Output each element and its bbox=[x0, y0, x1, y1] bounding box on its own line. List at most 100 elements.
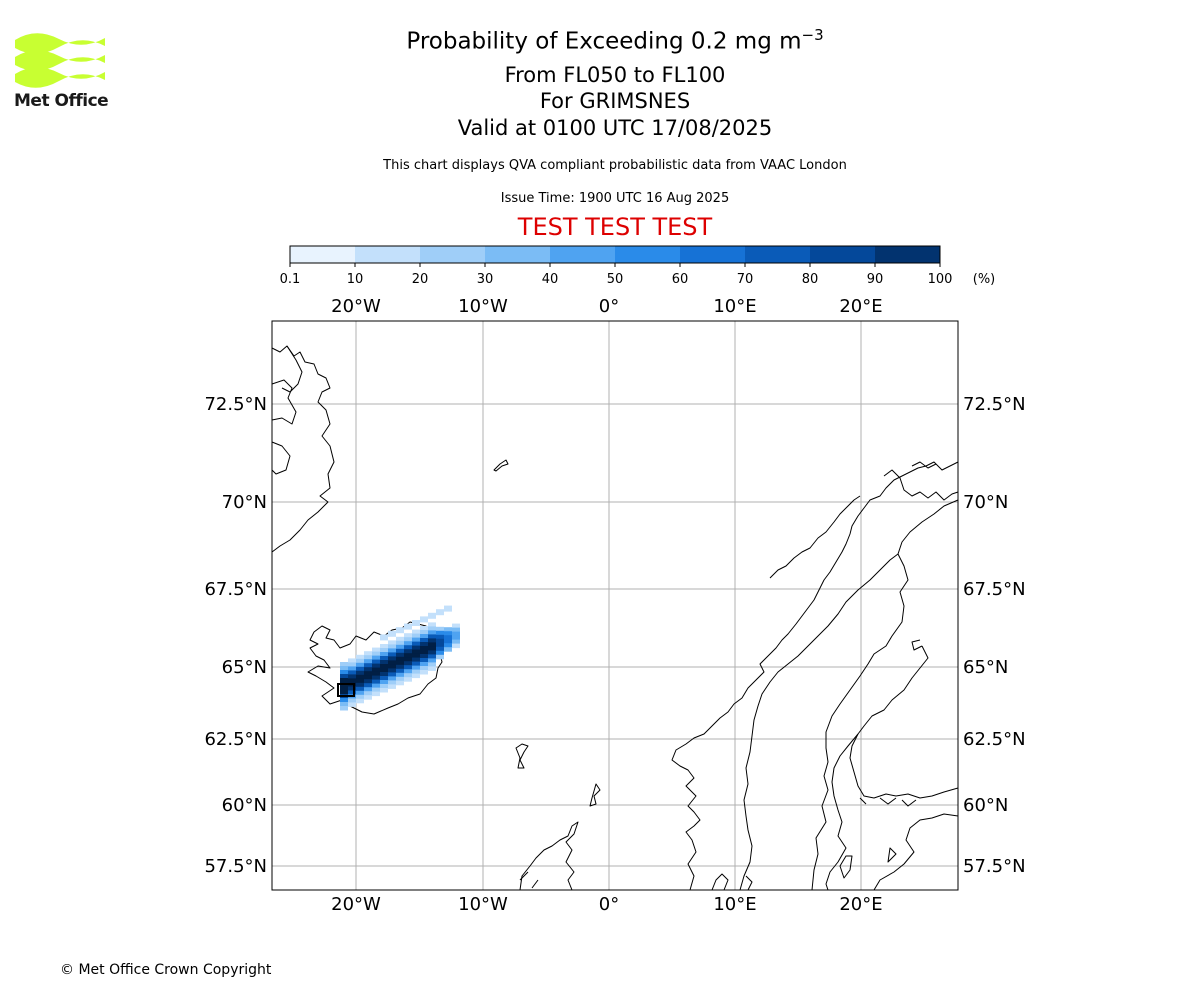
ash-probability-cell bbox=[412, 673, 420, 679]
ash-probability-cell bbox=[412, 661, 420, 667]
ash-probability-cell bbox=[428, 666, 436, 671]
ash-probability-cell bbox=[428, 646, 436, 651]
colorbar-tick-label: 30 bbox=[477, 272, 494, 287]
colorbar-tick-label: 20 bbox=[412, 272, 429, 287]
ash-probability-cell bbox=[388, 660, 396, 665]
ash-probability-cell bbox=[388, 656, 396, 661]
latitude-label: 62.5°N bbox=[204, 729, 267, 750]
ash-probability-cell bbox=[364, 691, 372, 696]
ash-probability-cell bbox=[444, 627, 452, 632]
ash-probability-cell bbox=[452, 631, 460, 637]
ash-probability-cell bbox=[404, 649, 412, 654]
jan-mayen-coastline bbox=[493, 459, 509, 472]
colorbar-tick-label: 70 bbox=[737, 272, 754, 287]
latitude-label: 67.5°N bbox=[963, 579, 1026, 600]
ash-probability-cell bbox=[404, 669, 412, 674]
ash-probability-cell bbox=[356, 658, 364, 664]
ash-probability-cell bbox=[420, 650, 428, 655]
latitude-label: 65°N bbox=[963, 657, 1008, 678]
colorbar-segment bbox=[680, 246, 746, 263]
ash-probability-cell bbox=[404, 633, 412, 638]
ash-probability-cell bbox=[348, 694, 356, 699]
ash-probability-cell bbox=[372, 647, 380, 653]
latitude-label: 70°N bbox=[963, 492, 1008, 513]
ash-probability-cell bbox=[412, 629, 420, 635]
ash-probability-cell bbox=[380, 664, 388, 669]
ash-probability-cell bbox=[364, 687, 372, 692]
ash-probability-cell bbox=[428, 642, 436, 647]
ash-probability-cell bbox=[380, 634, 388, 641]
ash-probability-cell bbox=[380, 668, 388, 673]
map-frame bbox=[271, 320, 959, 891]
greenland-coastline bbox=[271, 345, 335, 553]
ash-probability-cell bbox=[452, 623, 460, 629]
colorbar-segment bbox=[615, 246, 681, 263]
ash-probability-cell bbox=[412, 649, 420, 655]
ash-probability-cell bbox=[396, 676, 404, 682]
ash-probability-cell bbox=[444, 605, 452, 612]
ash-probability-cell bbox=[364, 655, 372, 660]
colorbar-tick-label: 0.1 bbox=[280, 272, 301, 287]
ash-probability-cell bbox=[420, 654, 428, 659]
colorbar-tick-label: 80 bbox=[802, 272, 819, 287]
ash-probability-cell bbox=[364, 683, 372, 688]
ash-probability-cell bbox=[364, 651, 372, 656]
ash-probability-cell bbox=[372, 659, 380, 665]
ash-probability-cell bbox=[340, 678, 348, 683]
colorbar-segment bbox=[810, 246, 876, 263]
ash-probability-cell bbox=[380, 660, 388, 665]
ash-probability-cell bbox=[428, 662, 436, 667]
colorbar-tick-label: 10 bbox=[347, 272, 364, 287]
ash-probability-cell bbox=[436, 609, 444, 616]
ash-probability-cell bbox=[396, 672, 404, 678]
ash-probability-cell bbox=[372, 663, 380, 669]
ash-probability-cell bbox=[420, 658, 428, 663]
ash-probability-cell bbox=[428, 654, 436, 659]
ash-probability-cell bbox=[348, 658, 356, 663]
ash-probability-cell bbox=[404, 623, 412, 630]
met-office-logo: Met Office bbox=[14, 30, 114, 112]
colorbar: 0.1 10 20 30 40 50 60 70 80 90 100 (%) bbox=[280, 245, 996, 287]
ash-probability-cell bbox=[356, 682, 364, 688]
ash-probability-cell bbox=[380, 688, 388, 693]
ash-probability-cell bbox=[412, 633, 420, 639]
ash-probability-cell bbox=[452, 627, 460, 633]
ash-probability-cell bbox=[412, 653, 420, 659]
chart-title-text: Probability of Exceeding 0.2 mg m bbox=[406, 28, 802, 55]
ash-probability-cell bbox=[444, 643, 452, 648]
ash-probability-cell bbox=[420, 634, 428, 639]
longitude-label: 20°W bbox=[331, 894, 381, 915]
ash-probability-cell bbox=[444, 639, 452, 644]
ash-probability-cell bbox=[412, 641, 420, 647]
shetland-coastline bbox=[589, 783, 601, 807]
estonia-coastline bbox=[873, 813, 959, 891]
ash-probability-cell bbox=[372, 671, 380, 677]
colorbar-segment bbox=[355, 246, 421, 263]
ash-probability-cell bbox=[396, 680, 404, 686]
ash-probability-cell bbox=[364, 659, 372, 664]
longitude-label: 0° bbox=[599, 894, 619, 915]
colorbar-tick-label: 50 bbox=[607, 272, 624, 287]
longitude-label: 10°W bbox=[458, 296, 508, 317]
ash-probability-cell bbox=[412, 665, 420, 671]
ash-probability-cell bbox=[420, 638, 428, 643]
ash-probability-cell bbox=[412, 669, 420, 675]
ash-probability-cell bbox=[396, 652, 404, 658]
ash-probability-cell bbox=[356, 654, 364, 660]
ash-probability-cell bbox=[348, 670, 356, 675]
ash-probability-cell bbox=[340, 662, 348, 667]
colorbar-unit: (%) bbox=[973, 272, 996, 287]
ash-probability-cell bbox=[444, 631, 452, 636]
sweden-coastline bbox=[825, 733, 859, 891]
ash-probability-cell bbox=[340, 682, 348, 687]
ash-probability-cell bbox=[396, 648, 404, 654]
ash-probability-cell bbox=[452, 635, 460, 641]
ash-probability-cell bbox=[340, 690, 348, 695]
ash-probability-cell bbox=[388, 640, 396, 645]
ash-probability-cell bbox=[420, 642, 428, 647]
logo-text: Met Office bbox=[14, 91, 109, 111]
ash-probability-cell bbox=[388, 668, 396, 673]
latitude-label: 62.5°N bbox=[963, 729, 1026, 750]
scotland-coastline bbox=[519, 821, 579, 891]
